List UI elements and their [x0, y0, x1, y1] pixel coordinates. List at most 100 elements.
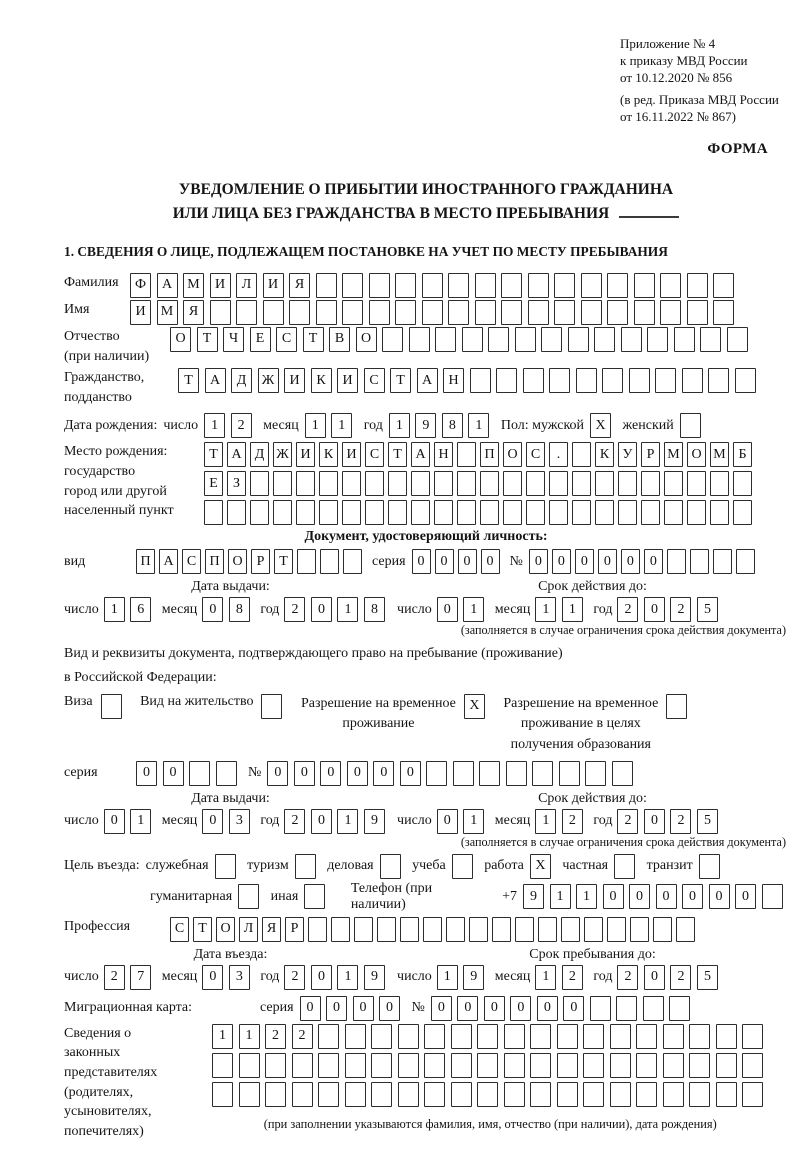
char-box[interactable] — [583, 1081, 604, 1107]
char-box[interactable] — [435, 326, 456, 352]
char-box[interactable] — [556, 1052, 578, 1078]
purpose-work-checkbox[interactable]: X — [529, 853, 557, 879]
char-box[interactable]: И — [342, 442, 361, 468]
char-box[interactable] — [319, 500, 338, 526]
char-box[interactable]: 0 — [436, 808, 458, 834]
char-box[interactable]: Б — [733, 442, 752, 468]
char-box[interactable] — [250, 500, 269, 526]
char-box[interactable]: 0 — [434, 549, 454, 575]
char-box[interactable] — [609, 1081, 631, 1107]
char-box[interactable]: 2 — [670, 597, 692, 623]
char-box[interactable] — [636, 1023, 657, 1049]
char-box[interactable] — [689, 549, 709, 575]
char-box[interactable] — [308, 916, 327, 942]
char-box[interactable]: 1 — [535, 597, 557, 623]
char-box[interactable] — [687, 500, 706, 526]
char-box[interactable] — [618, 471, 637, 497]
char-box[interactable]: С — [276, 326, 297, 352]
char-box[interactable] — [726, 326, 748, 352]
char-box[interactable]: X — [590, 413, 612, 439]
char-box[interactable] — [388, 500, 407, 526]
char-box[interactable] — [344, 1081, 366, 1107]
char-box[interactable]: З — [227, 471, 246, 497]
char-box[interactable] — [589, 995, 611, 1021]
char-box[interactable] — [379, 853, 401, 879]
char-box[interactable] — [580, 299, 602, 325]
char-box[interactable] — [388, 471, 407, 497]
char-box[interactable]: М — [710, 442, 729, 468]
char-box[interactable]: 0 — [682, 884, 703, 910]
char-box[interactable] — [294, 853, 316, 879]
char-box[interactable] — [397, 1052, 419, 1078]
char-box[interactable]: . — [549, 442, 568, 468]
char-box[interactable] — [522, 368, 544, 394]
char-box[interactable] — [342, 272, 363, 298]
char-box[interactable] — [189, 760, 210, 786]
char-box[interactable]: Ч — [223, 326, 244, 352]
char-box[interactable]: 9 — [463, 964, 485, 990]
char-box[interactable] — [734, 368, 756, 394]
char-box[interactable]: П — [205, 549, 224, 575]
char-box[interactable] — [503, 1081, 525, 1107]
char-box[interactable] — [395, 272, 416, 298]
birth-place-boxes-row3[interactable] — [204, 500, 756, 526]
char-box[interactable]: 0 — [620, 549, 640, 575]
char-box[interactable] — [457, 442, 476, 468]
char-box[interactable]: С — [526, 442, 545, 468]
char-box[interactable] — [426, 760, 448, 786]
char-box[interactable] — [713, 299, 734, 325]
char-box[interactable] — [636, 1081, 657, 1107]
char-box[interactable]: Е — [249, 326, 271, 352]
char-box[interactable]: 0 — [643, 549, 663, 575]
char-box[interactable] — [480, 500, 499, 526]
char-box[interactable]: 2 — [670, 808, 692, 834]
char-box[interactable] — [424, 1052, 445, 1078]
char-box[interactable]: 0 — [708, 884, 730, 910]
char-box[interactable] — [556, 1081, 578, 1107]
char-box[interactable]: 9 — [363, 808, 385, 834]
char-box[interactable] — [450, 1052, 472, 1078]
char-box[interactable] — [319, 471, 338, 497]
char-box[interactable] — [669, 995, 691, 1021]
char-box[interactable] — [452, 760, 474, 786]
char-box[interactable] — [673, 326, 695, 352]
char-box[interactable]: Н — [434, 442, 453, 468]
char-box[interactable]: 0 — [310, 964, 332, 990]
char-box[interactable] — [397, 1081, 419, 1107]
char-box[interactable]: А — [411, 442, 430, 468]
char-box[interactable]: 1 — [463, 597, 485, 623]
char-box[interactable] — [371, 1052, 392, 1078]
char-box[interactable] — [742, 1081, 763, 1107]
char-box[interactable]: И — [130, 299, 151, 325]
char-box[interactable] — [664, 471, 683, 497]
char-box[interactable] — [344, 1023, 366, 1049]
char-box[interactable] — [492, 916, 511, 942]
char-box[interactable]: 0 — [320, 760, 342, 786]
char-box[interactable]: 0 — [202, 964, 224, 990]
char-box[interactable] — [304, 884, 326, 910]
char-box[interactable]: О — [216, 916, 235, 942]
char-box[interactable]: 5 — [696, 597, 718, 623]
char-box[interactable] — [530, 1052, 551, 1078]
char-box[interactable] — [715, 1081, 737, 1107]
char-box[interactable] — [250, 471, 269, 497]
char-box[interactable]: С — [170, 916, 189, 942]
char-box[interactable] — [261, 693, 283, 719]
char-box[interactable] — [662, 1081, 684, 1107]
char-box[interactable]: 0 — [310, 808, 332, 834]
char-box[interactable]: 0 — [293, 760, 315, 786]
purpose-other-checkbox[interactable] — [304, 884, 331, 910]
char-box[interactable]: 0 — [536, 995, 558, 1021]
char-box[interactable]: 0 — [373, 760, 395, 786]
char-box[interactable]: Л — [239, 916, 258, 942]
char-box[interactable] — [488, 326, 509, 352]
char-box[interactable]: Т — [196, 326, 218, 352]
char-box[interactable] — [514, 326, 536, 352]
char-box[interactable] — [377, 916, 396, 942]
char-box[interactable] — [630, 916, 649, 942]
char-box[interactable]: Н — [443, 368, 464, 394]
